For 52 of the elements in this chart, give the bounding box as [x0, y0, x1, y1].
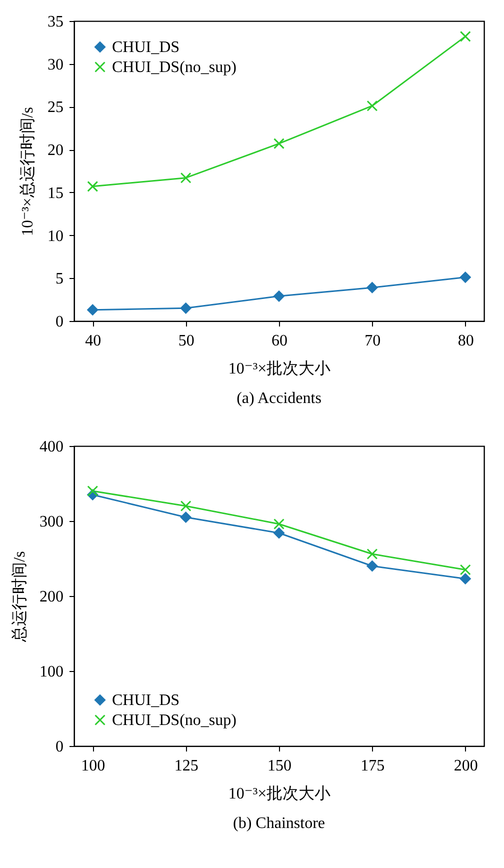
point: [366, 100, 378, 112]
legend-label: CHUI_DS: [112, 39, 180, 56]
y-tick-label: 0: [56, 314, 64, 330]
legend-label: CHUI_DS(no_sup): [112, 712, 236, 729]
y-axis-title: 总运行时间/s: [10, 551, 28, 643]
y-tick-label: 25: [48, 99, 64, 116]
x-tick-label: 150: [268, 758, 292, 774]
x-tick-label: 40: [85, 332, 102, 350]
y-tick-label: 0: [56, 738, 64, 756]
y-tick-label: 30: [48, 56, 64, 74]
x-tick-label: 50: [178, 332, 194, 350]
x-tick-label: 100: [81, 758, 106, 774]
x-axis-title: 10⁻³×批次大小: [228, 360, 331, 378]
x-tick-label: 80: [458, 332, 474, 350]
legend-label: CHUI_DS: [112, 692, 180, 709]
x-tick-label: 175: [360, 758, 385, 774]
y-tick-label: 10: [48, 228, 64, 245]
text: (b) Chainstore: [233, 815, 325, 832]
point: [180, 512, 192, 523]
point: [180, 302, 192, 314]
legend-label: CHUI_DS(no_sup): [112, 59, 236, 76]
point: [460, 30, 471, 42]
y-tick-label: 200: [40, 588, 64, 606]
point: [180, 500, 192, 512]
point: [460, 573, 471, 584]
text: (a) Accidents: [236, 390, 322, 407]
x-tick-label: 70: [364, 332, 381, 350]
y-tick-label: 100: [40, 664, 64, 680]
point: [274, 290, 284, 302]
point: [366, 282, 378, 294]
y-tick-label: 5: [56, 270, 64, 288]
point: [274, 528, 284, 538]
point: [460, 272, 471, 283]
x-axis-title: 10⁻³×批次大小: [228, 784, 331, 802]
point: [274, 518, 284, 530]
point: [87, 486, 98, 496]
y-tick-label: 15: [48, 184, 64, 202]
x-tick-label: 60: [272, 332, 288, 350]
y-tick-label: 300: [40, 514, 64, 530]
y-tick-label: 35: [48, 14, 64, 30]
point: [87, 304, 98, 316]
point: [366, 560, 378, 572]
point: [87, 180, 98, 192]
y-axis-title: 10⁻³×总运行时间/s: [18, 107, 36, 236]
point: [180, 172, 192, 184]
point: [274, 138, 284, 150]
x-tick-label: 125: [174, 758, 198, 774]
point: [366, 548, 378, 560]
x-tick-label: 200: [454, 758, 478, 774]
y-tick-label: 20: [48, 142, 64, 160]
point: [460, 564, 471, 576]
y-tick-label: 400: [40, 438, 64, 456]
